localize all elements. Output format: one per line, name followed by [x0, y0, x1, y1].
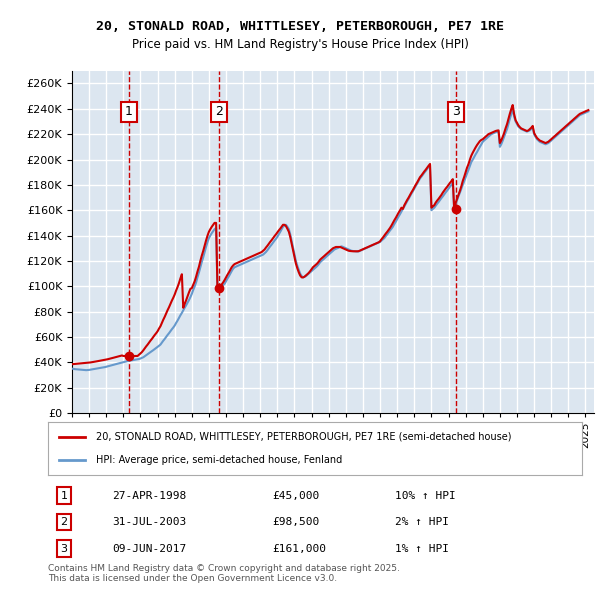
- Text: 2: 2: [215, 106, 223, 119]
- Text: 09-JUN-2017: 09-JUN-2017: [112, 544, 187, 553]
- Text: 10% ↑ HPI: 10% ↑ HPI: [395, 491, 456, 500]
- Text: £161,000: £161,000: [272, 544, 326, 553]
- Text: £45,000: £45,000: [272, 491, 320, 500]
- Text: Price paid vs. HM Land Registry's House Price Index (HPI): Price paid vs. HM Land Registry's House …: [131, 38, 469, 51]
- Text: 20, STONALD ROAD, WHITTLESEY, PETERBOROUGH, PE7 1RE: 20, STONALD ROAD, WHITTLESEY, PETERBOROU…: [96, 20, 504, 33]
- Text: £98,500: £98,500: [272, 517, 320, 527]
- Text: 1: 1: [61, 491, 68, 500]
- Text: Contains HM Land Registry data © Crown copyright and database right 2025.
This d: Contains HM Land Registry data © Crown c…: [48, 563, 400, 583]
- Text: 31-JUL-2003: 31-JUL-2003: [112, 517, 187, 527]
- Text: HPI: Average price, semi-detached house, Fenland: HPI: Average price, semi-detached house,…: [96, 455, 343, 465]
- Text: 3: 3: [452, 106, 460, 119]
- Text: 1% ↑ HPI: 1% ↑ HPI: [395, 544, 449, 553]
- Text: 3: 3: [61, 544, 68, 553]
- Text: 20, STONALD ROAD, WHITTLESEY, PETERBOROUGH, PE7 1RE (semi-detached house): 20, STONALD ROAD, WHITTLESEY, PETERBOROU…: [96, 432, 512, 442]
- Text: 2: 2: [61, 517, 68, 527]
- Text: 2% ↑ HPI: 2% ↑ HPI: [395, 517, 449, 527]
- Text: 27-APR-1998: 27-APR-1998: [112, 491, 187, 500]
- Text: 1: 1: [125, 106, 133, 119]
